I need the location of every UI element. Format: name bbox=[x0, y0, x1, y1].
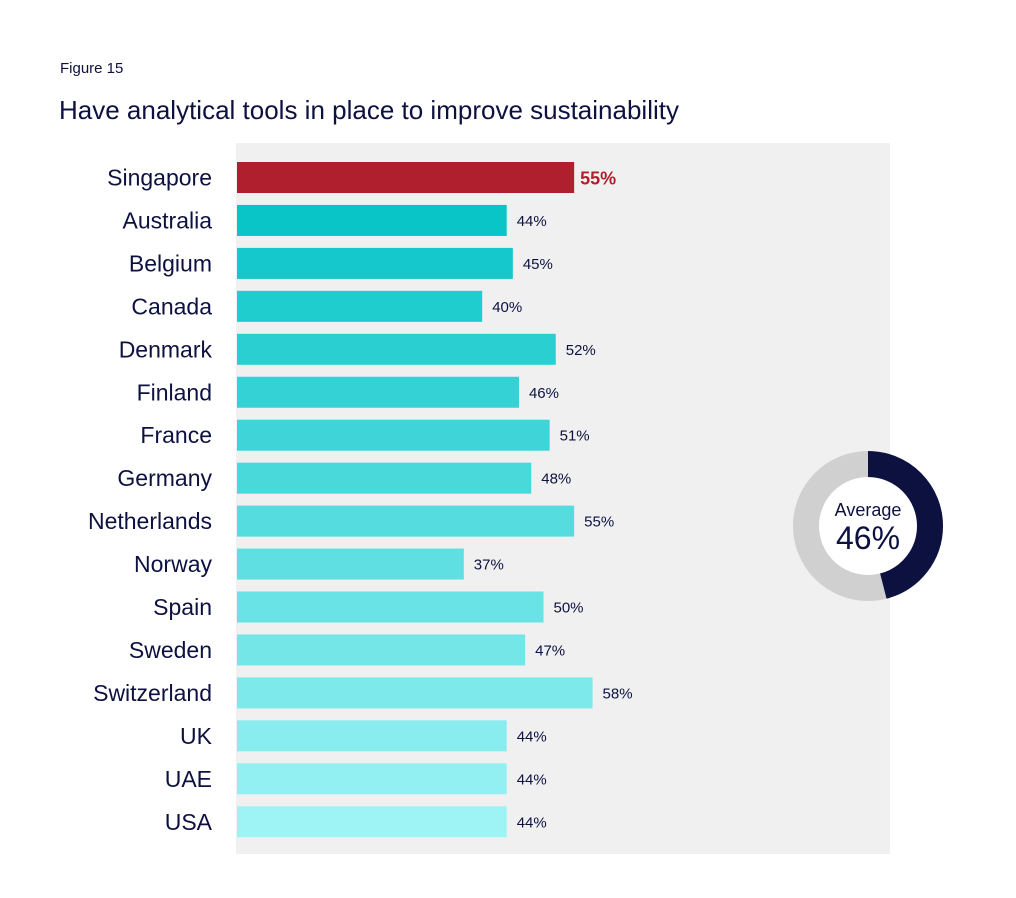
bar-finland bbox=[237, 376, 519, 408]
value-label-singapore: 55% bbox=[580, 169, 616, 189]
value-label-usa: 44% bbox=[517, 814, 547, 831]
value-label-uk: 44% bbox=[517, 728, 547, 745]
value-label-uae: 44% bbox=[517, 771, 547, 788]
bar-usa bbox=[237, 806, 507, 838]
bar-germany bbox=[237, 462, 532, 494]
value-label-france: 51% bbox=[560, 428, 590, 445]
category-label-germany: Germany bbox=[117, 465, 212, 491]
bar-uae bbox=[237, 763, 507, 795]
category-label-spain: Spain bbox=[153, 594, 212, 620]
bar-spain bbox=[237, 591, 544, 623]
category-label-belgium: Belgium bbox=[129, 250, 212, 276]
category-label-australia: Australia bbox=[123, 207, 213, 233]
value-label-spain: 50% bbox=[554, 600, 584, 617]
chart-title: Have analytical tools in place to improv… bbox=[59, 95, 679, 125]
category-label-netherlands: Netherlands bbox=[88, 508, 212, 534]
bar-switzerland bbox=[237, 677, 593, 709]
bar-sweden bbox=[237, 634, 526, 666]
bar-belgium bbox=[237, 247, 513, 279]
value-label-belgium: 45% bbox=[523, 256, 553, 273]
average-caption: Average bbox=[835, 500, 902, 520]
value-label-australia: 44% bbox=[517, 213, 547, 230]
value-label-canada: 40% bbox=[492, 299, 522, 316]
bar-france bbox=[237, 419, 550, 451]
bar-netherlands bbox=[237, 505, 575, 537]
category-label-uk: UK bbox=[180, 723, 213, 749]
value-label-finland: 46% bbox=[529, 385, 559, 402]
bar-singapore bbox=[237, 162, 575, 193]
value-label-denmark: 52% bbox=[566, 342, 596, 359]
value-label-norway: 37% bbox=[474, 557, 504, 574]
bar-norway bbox=[237, 548, 464, 580]
bar-canada bbox=[237, 290, 483, 322]
value-label-netherlands: 55% bbox=[584, 514, 614, 531]
category-label-usa: USA bbox=[165, 809, 213, 835]
category-label-france: France bbox=[140, 422, 212, 448]
category-label-sweden: Sweden bbox=[129, 637, 212, 663]
category-label-canada: Canada bbox=[131, 293, 212, 319]
category-label-finland: Finland bbox=[137, 379, 212, 405]
category-label-switzerland: Switzerland bbox=[93, 680, 212, 706]
value-label-germany: 48% bbox=[541, 471, 571, 488]
donut-average-arc bbox=[793, 451, 943, 601]
category-label-denmark: Denmark bbox=[119, 336, 213, 362]
value-label-sweden: 47% bbox=[535, 642, 565, 659]
bar-australia bbox=[237, 204, 507, 236]
category-label-singapore: Singapore bbox=[107, 165, 212, 191]
bars-group: Singapore 55% Australia 44% Belgium 45% Canada… bbox=[88, 162, 633, 838]
value-label-switzerland: 58% bbox=[603, 685, 633, 702]
bar-uk bbox=[237, 720, 507, 752]
category-label-norway: Norway bbox=[134, 551, 212, 577]
bar-denmark bbox=[237, 333, 556, 365]
average-value: 46% bbox=[836, 520, 900, 556]
category-label-uae: UAE bbox=[165, 766, 212, 792]
figure-label: Figure 15 bbox=[60, 60, 124, 77]
